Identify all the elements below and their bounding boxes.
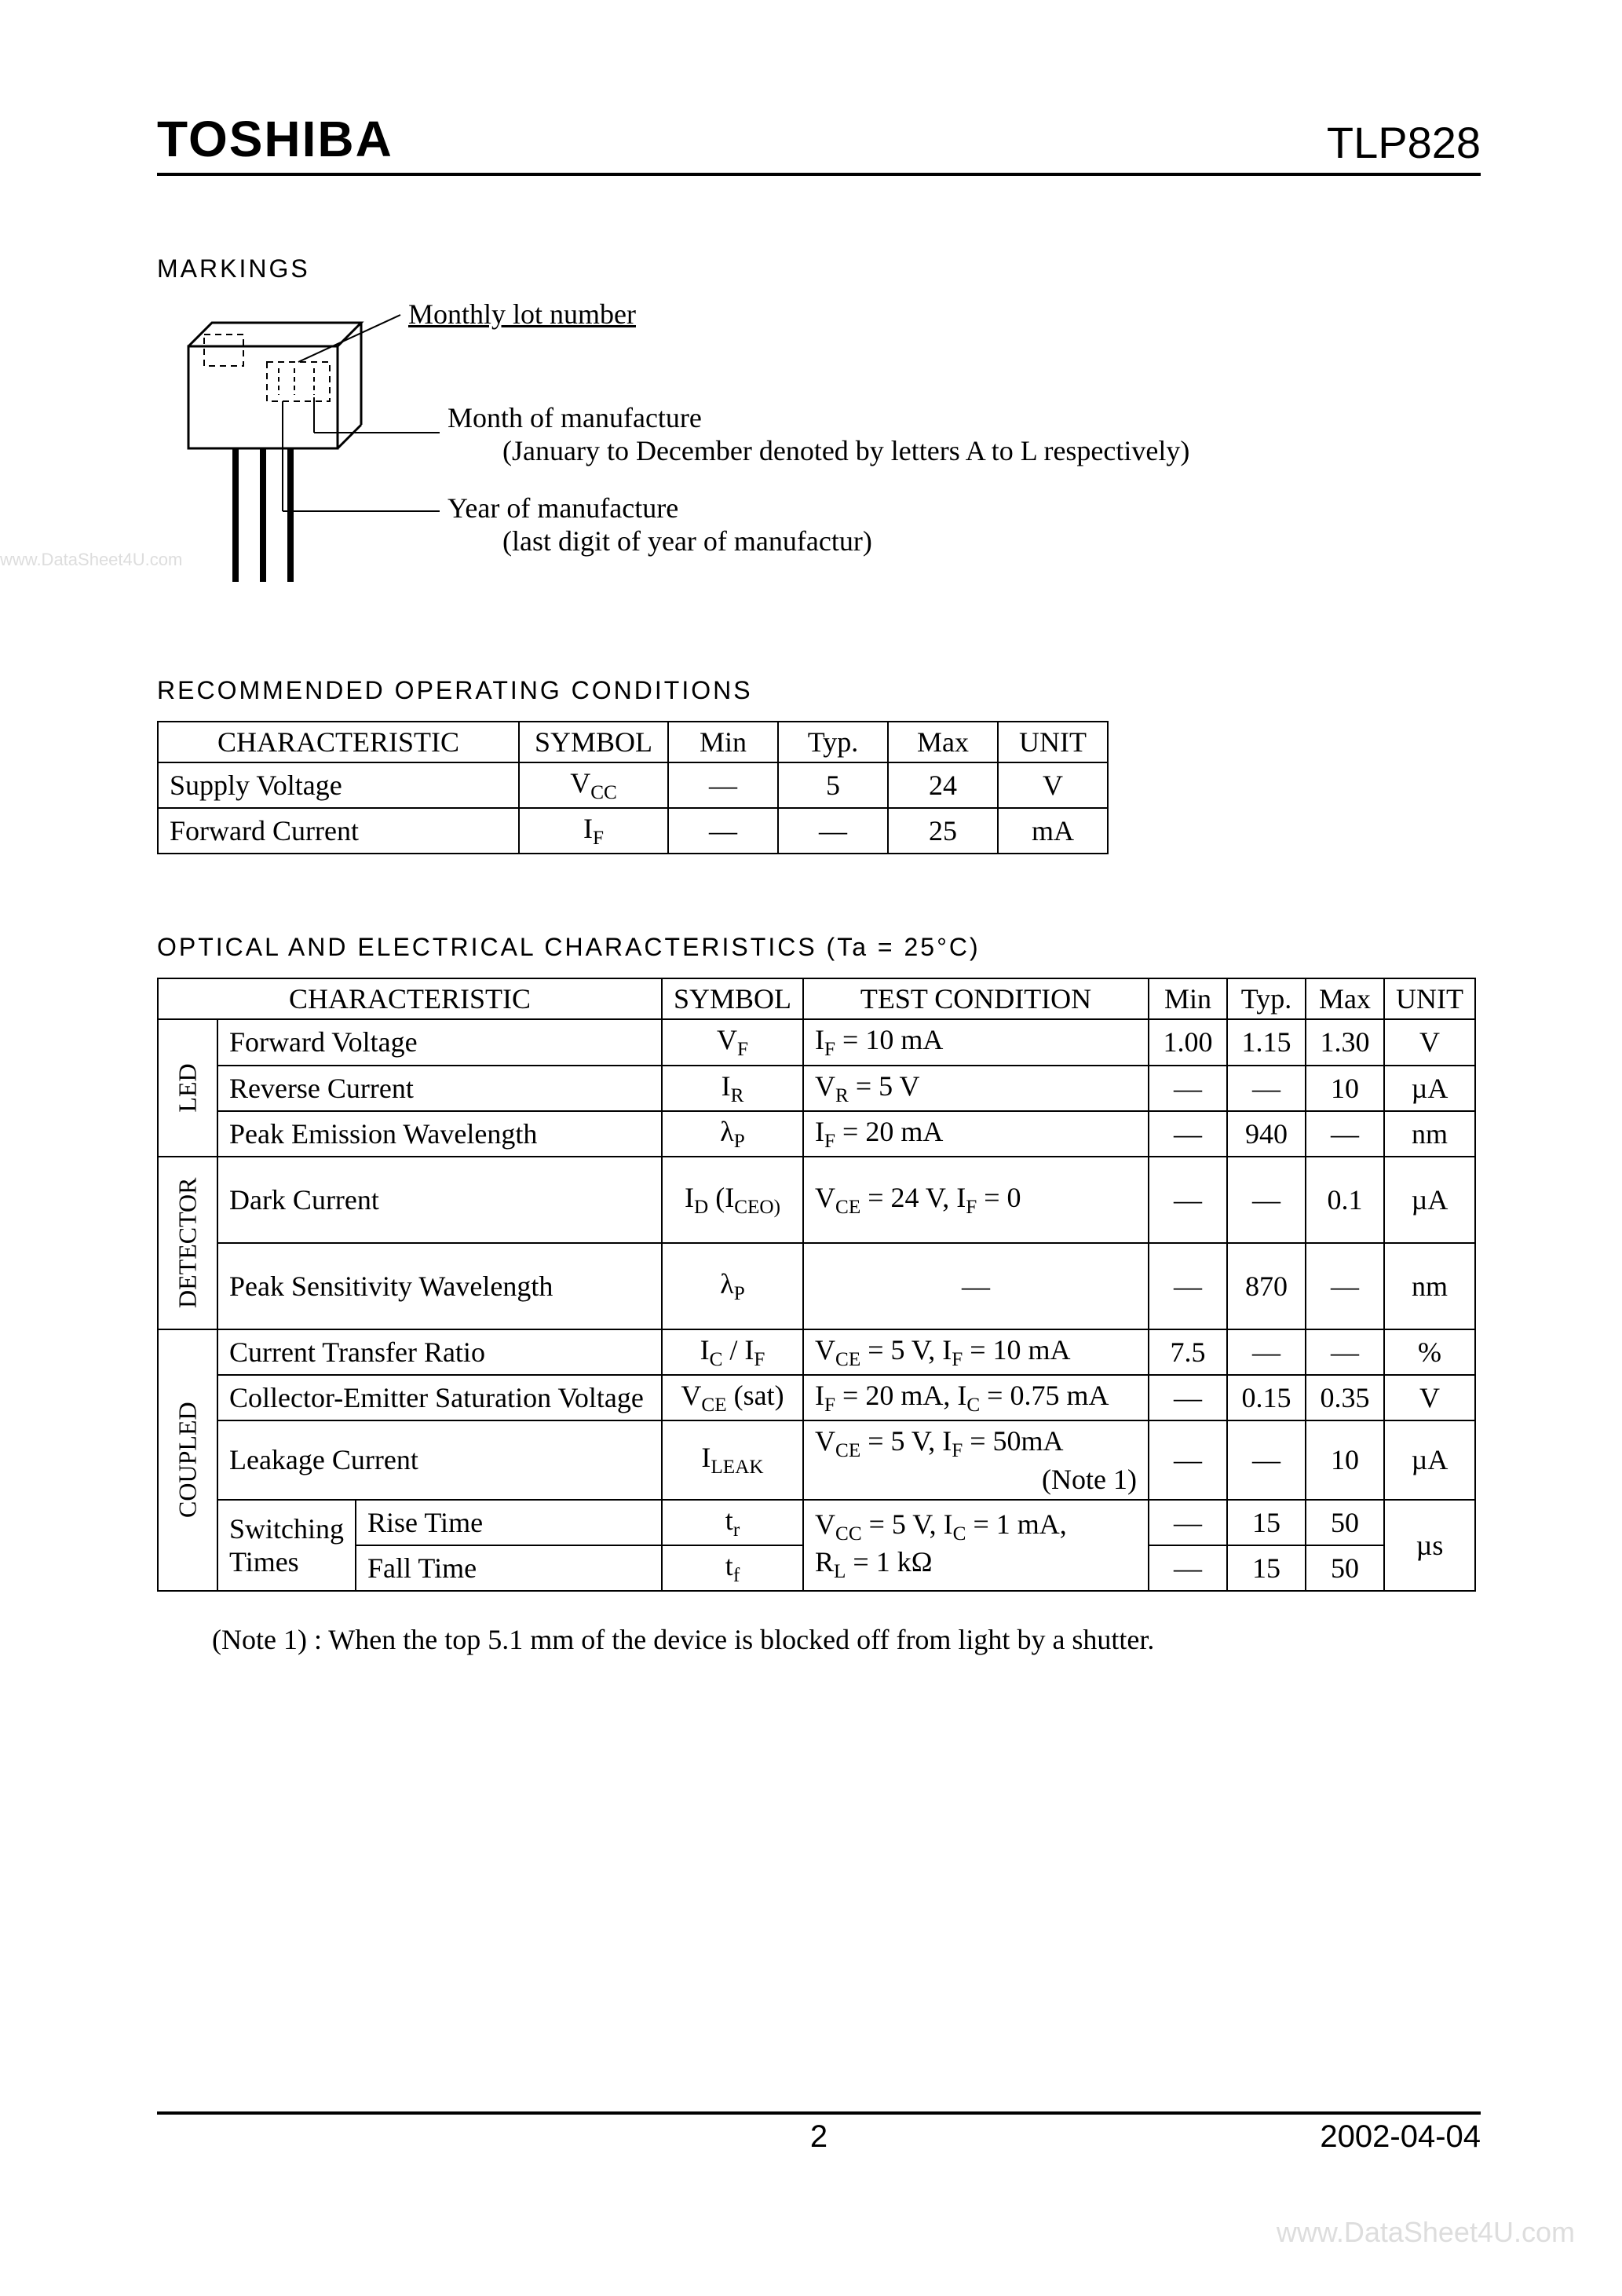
page-date: 2002-04-04 <box>1039 2119 1481 2155</box>
rec-header: Max <box>888 722 998 762</box>
table-row: Forward CurrentIF——25mA <box>158 808 1108 854</box>
label-year: Year of manufacture (last digit of year … <box>448 492 872 558</box>
rec-cond-title: RECOMMENDED OPERATING CONDITIONS <box>157 676 1481 705</box>
note-1: (Note 1) : When the top 5.1 mm of the de… <box>212 1623 1481 1656</box>
label-month-sub: (January to December denoted by letters … <box>502 434 1189 467</box>
label-lot: Monthly lot number <box>408 298 636 331</box>
table-row: LEDForward VoltageVFIF = 10 mA1.001.151.… <box>158 1019 1475 1065</box>
watermark-bottom: www.DataSheet4U.com <box>1277 2216 1575 2249</box>
markings-title: MARKINGS <box>157 254 1481 283</box>
part-number: TLP828 <box>1327 117 1481 168</box>
rec-header: UNIT <box>998 722 1108 762</box>
opt-elec-table: CHARACTERISTICSYMBOLTEST CONDITIONMinTyp… <box>157 978 1476 1592</box>
opt-header: SYMBOL <box>662 978 803 1019</box>
opt-header: UNIT <box>1384 978 1475 1019</box>
page-footer: 2 2002-04-04 <box>157 2111 1481 2155</box>
watermark-top: www.DataSheet4U.com <box>0 550 182 570</box>
label-month: Month of manufacture (January to Decembe… <box>448 401 1189 467</box>
brand-logo: TOSHIBA <box>157 110 393 168</box>
table-row: Peak Sensitivity WavelengthλP——870—nm <box>158 1243 1475 1329</box>
table-row: Switching TimesRise TimetrVCC = 5 V, IC … <box>158 1500 1475 1545</box>
opt-elec-title: OPTICAL AND ELECTRICAL CHARACTERISTICS (… <box>157 933 1481 962</box>
row-group: COUPLED <box>158 1329 217 1591</box>
table-row: Supply VoltageVCC—524V <box>158 762 1108 808</box>
opt-header: Max <box>1306 978 1384 1019</box>
rec-header: Min <box>668 722 778 762</box>
rec-header: CHARACTERISTIC <box>158 722 519 762</box>
label-year-text: Year of manufacture <box>448 492 678 524</box>
page-header: TOSHIBA TLP828 <box>157 110 1481 176</box>
row-group: DETECTOR <box>158 1157 217 1329</box>
opt-header: CHARACTERISTIC <box>158 978 662 1019</box>
label-year-sub: (last digit of year of manufactur) <box>502 525 872 558</box>
table-row: COUPLEDCurrent Transfer RatioIC / IFVCE … <box>158 1329 1475 1375</box>
rec-header: Typ. <box>778 722 888 762</box>
opt-header: TEST CONDITION <box>803 978 1149 1019</box>
row-group: LED <box>158 1019 217 1157</box>
opt-header: Min <box>1149 978 1227 1019</box>
page-number: 2 <box>598 2119 1039 2155</box>
table-row: Leakage CurrentILEAKVCE = 5 V, IF = 50mA… <box>158 1420 1475 1499</box>
rec-cond-table: CHARACTERISTICSYMBOLMinTyp.MaxUNITSupply… <box>157 721 1109 854</box>
label-month-text: Month of manufacture <box>448 402 702 433</box>
opt-header: Typ. <box>1227 978 1306 1019</box>
markings-diagram: Monthly lot number Month of manufacture … <box>157 299 1481 629</box>
table-row: DETECTORDark CurrentID (ICEO)VCE = 24 V,… <box>158 1157 1475 1243</box>
table-row: Peak Emission WavelengthλPIF = 20 mA—940… <box>158 1111 1475 1157</box>
table-row: Collector-Emitter Saturation VoltageVCE … <box>158 1375 1475 1420</box>
table-row: Reverse CurrentIRVR = 5 V——10µA <box>158 1066 1475 1111</box>
rec-header: SYMBOL <box>519 722 668 762</box>
